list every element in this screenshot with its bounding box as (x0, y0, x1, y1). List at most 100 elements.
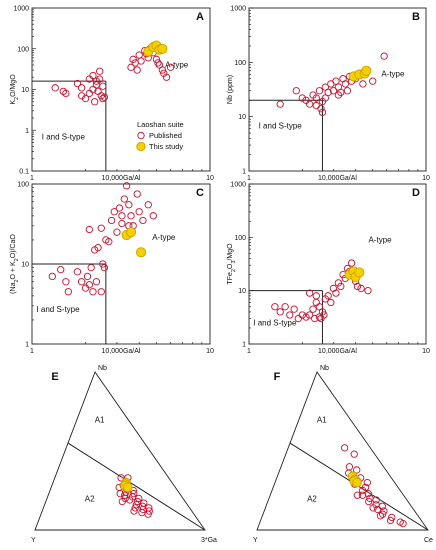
data-point-published-b (277, 101, 283, 107)
field-label-d: I and S-type (253, 319, 297, 328)
data-point-published-f (346, 464, 352, 470)
y-tick-label-d: 1 (242, 342, 246, 349)
data-point-published-d (328, 299, 334, 305)
field-label-b: A-type (381, 69, 405, 78)
data-point-published-f (351, 451, 357, 457)
x-tick-label-c: 1 (30, 348, 34, 355)
y-axis-title-a: K2O/MgO (10, 74, 20, 105)
legend-marker-this-study (137, 142, 145, 150)
panel-letter-a: A (196, 11, 204, 23)
x-tick-label-b: 1 (247, 175, 251, 182)
panel-letter-d: D (412, 187, 420, 199)
data-point-published-c (78, 279, 84, 285)
field-label-a2-e: A2 (85, 495, 95, 504)
data-point-published-d (299, 312, 305, 318)
apex-label-right-e: 3*Ga (201, 537, 217, 544)
data-point-published-c (65, 289, 71, 295)
y-tick-label-d: 1000 (230, 182, 246, 189)
data-point-published-c (49, 273, 55, 279)
data-point-published-c (58, 266, 64, 272)
y-tick-label-b: 1 (242, 169, 246, 176)
x-tick-label-c: 10 (206, 348, 214, 355)
field-label-a1-e: A1 (95, 416, 105, 425)
data-point-published-a (136, 52, 142, 58)
y-tick-label-a: 10 (21, 87, 29, 94)
data-point-published-c (93, 279, 99, 285)
x-tick-label-d: 1 (247, 348, 251, 355)
legend-title: Laoshan suite (137, 120, 184, 129)
panel-letter-f: F (274, 371, 281, 383)
data-point-published-a (93, 82, 99, 88)
data-point-published-c (74, 269, 80, 275)
data-point-published-c (140, 217, 146, 223)
data-point-published-a (91, 99, 97, 105)
field-label-a1-f: A1 (317, 416, 327, 425)
data-point-published-c (114, 229, 120, 235)
data-point-published-b (381, 53, 387, 59)
data-point-published-c (128, 213, 134, 219)
data-point-published-b (293, 88, 299, 94)
field-label-c: I and S-type (36, 305, 80, 314)
y-tick-label-a: 1000 (13, 6, 29, 13)
y-tick-label-b: 100 (234, 60, 246, 67)
y-tick-label-b: 1000 (230, 6, 246, 13)
data-point-published-a (86, 90, 92, 96)
apex-label-left-f: Y (253, 537, 258, 544)
y-tick-label-d: 10 (238, 288, 246, 295)
data-point-this-study-e (123, 483, 132, 492)
data-point-published-c (86, 226, 92, 232)
data-point-published-c (108, 217, 114, 223)
data-point-published-c (126, 202, 132, 208)
y-axis-title-d: TFe2O3/MgO (227, 243, 237, 285)
plot-frame-b (249, 8, 426, 171)
data-point-published-b (306, 101, 312, 107)
legend-marker-published (138, 132, 144, 138)
y-tick-label-b: 10 (238, 114, 246, 121)
field-label-b: I and S-type (259, 122, 303, 131)
data-point-published-f (341, 445, 347, 451)
panel-letter-b: B (412, 11, 420, 23)
ternary-frame-f (257, 372, 428, 530)
data-point-published-b (318, 106, 324, 112)
data-point-published-d (348, 260, 354, 266)
ternary-frame-e (35, 372, 205, 530)
data-point-published-a (96, 68, 102, 74)
data-point-published-c (116, 205, 122, 211)
panel-letter-c: C (196, 187, 204, 199)
data-point-published-d (291, 306, 297, 312)
data-point-published-c (134, 191, 140, 197)
panel-letter-e: E (51, 371, 58, 383)
y-tick-label-d: 100 (234, 235, 246, 242)
data-point-published-c (119, 220, 125, 226)
data-point-published-c (84, 273, 90, 279)
data-point-published-a (78, 85, 84, 91)
data-point-this-study-b (362, 66, 371, 75)
y-tick-label-c: 10 (21, 262, 29, 269)
y-axis-title-b: Nb (ppm) (227, 75, 234, 104)
data-point-published-b (342, 81, 348, 87)
x-axis-title-a: 10,000Ga/Al (102, 175, 141, 182)
data-point-published-c (90, 289, 96, 295)
data-point-published-c (101, 264, 107, 270)
data-point-published-d (310, 306, 316, 312)
data-point-published-b (360, 81, 366, 87)
data-point-published-d (282, 304, 288, 310)
x-tick-label-d: 10 (422, 348, 430, 355)
field-label-d: A-type (368, 236, 392, 245)
field-label-c: A-type (152, 233, 176, 242)
data-point-published-b (344, 88, 350, 94)
data-point-this-study-a (158, 44, 167, 53)
data-point-published-c (145, 202, 151, 208)
data-point-published-b (333, 78, 339, 84)
apex-label-top-f: Nb (320, 365, 329, 372)
y-tick-label-a: 0.1 (19, 169, 29, 176)
legend-label-published: Published (149, 131, 182, 140)
legend-label-this-study: This study (149, 142, 183, 151)
y-tick-label-c: 100 (17, 182, 29, 189)
data-point-published-c (63, 279, 69, 285)
data-point-published-a (134, 67, 140, 73)
data-point-this-study-c (136, 248, 145, 257)
data-point-published-d (358, 285, 364, 291)
